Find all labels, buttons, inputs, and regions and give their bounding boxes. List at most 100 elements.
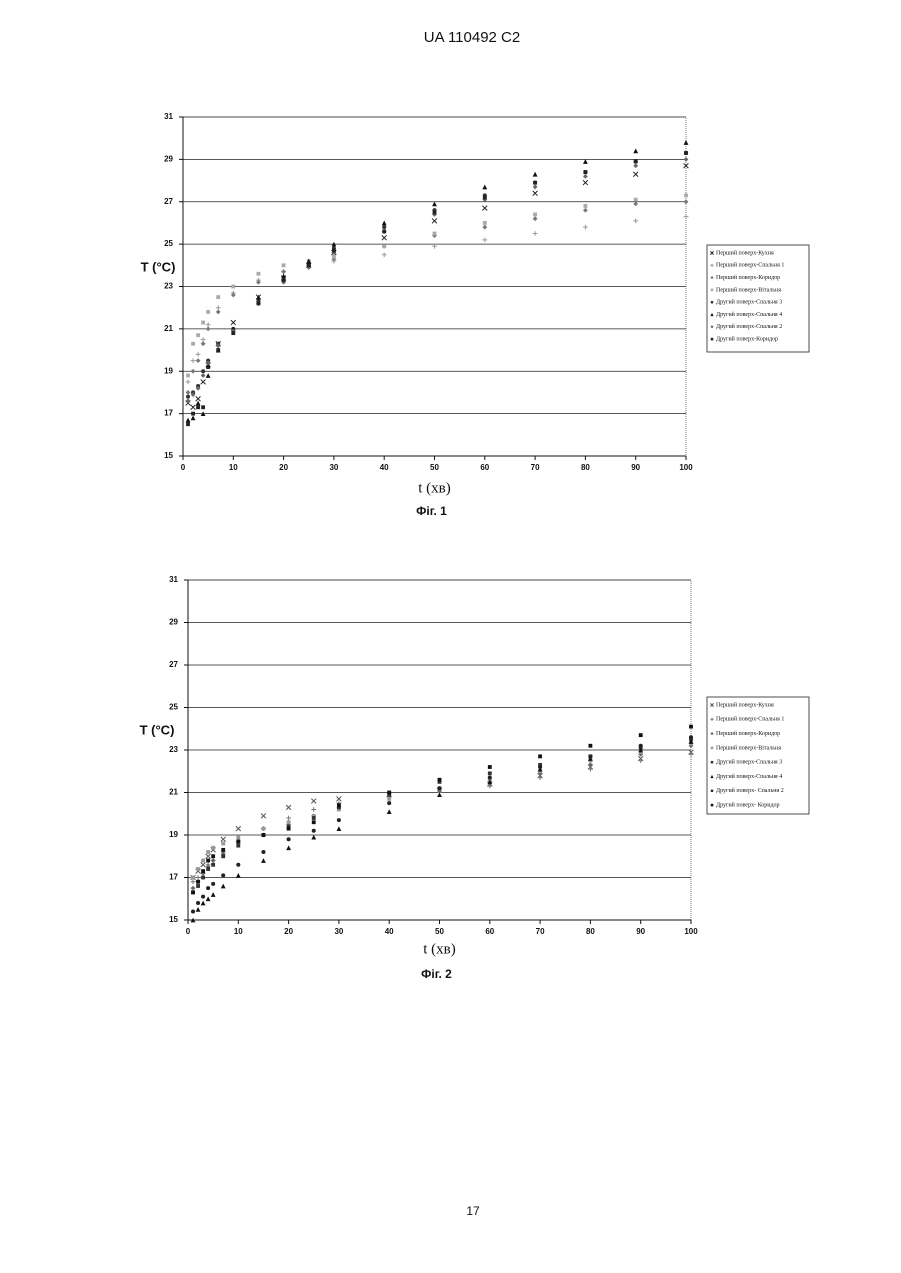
- y-tick-label: 31: [169, 575, 178, 584]
- y-tick-label: 17: [164, 409, 173, 418]
- data-point: [196, 867, 200, 871]
- data-point: [186, 374, 190, 378]
- legend-label: Перший поверх-Вітальня: [716, 286, 781, 293]
- legend-box: [707, 697, 809, 814]
- data-point: [191, 342, 195, 346]
- x-tick-label: 80: [586, 927, 595, 936]
- legend-label: Перший поверх-Коридор: [716, 730, 780, 737]
- data-point: [433, 232, 437, 236]
- data-point: [191, 876, 195, 880]
- data-point: [236, 844, 240, 848]
- x-tick-label: 50: [435, 927, 444, 936]
- y-tick-label: 15: [169, 915, 178, 924]
- x-tick-label: 100: [684, 927, 698, 936]
- data-point: [583, 170, 587, 174]
- data-point: [387, 791, 391, 795]
- y-tick-label: 25: [164, 239, 173, 248]
- data-point: [262, 833, 266, 837]
- y-tick-label: 27: [169, 660, 178, 669]
- legend-label: Перший поверх-Спальня 1: [716, 262, 784, 269]
- legend-marker: [711, 338, 714, 341]
- x-tick-label: 70: [536, 927, 545, 936]
- data-point: [221, 848, 225, 852]
- legend-label: Перший поверх-Вітальня: [716, 744, 781, 751]
- data-point: [437, 786, 441, 790]
- data-point: [287, 820, 291, 824]
- legend-label: Другий поверх- Коридор: [716, 801, 780, 808]
- data-point: [257, 302, 261, 306]
- legend-label: Другий поверх-Спальня 3: [716, 299, 782, 306]
- x-tick-label: 20: [279, 463, 288, 472]
- data-point: [196, 884, 200, 888]
- data-point: [196, 880, 200, 884]
- legend-label: Другий поверх-Спальня 2: [716, 323, 782, 330]
- x-tick-label: 90: [636, 927, 645, 936]
- data-point: [639, 744, 643, 748]
- data-point: [221, 854, 225, 858]
- legend-marker: [711, 289, 714, 292]
- legend-marker: [711, 804, 714, 807]
- page: {"header": "UA 110492 C2", "page_number"…: [0, 0, 901, 1273]
- x-tick-label: 100: [679, 463, 693, 472]
- data-point: [201, 859, 205, 863]
- data-point: [201, 405, 205, 409]
- data-point: [206, 886, 210, 890]
- data-point: [488, 765, 492, 769]
- data-point: [201, 895, 205, 899]
- data-point: [387, 801, 391, 805]
- data-point: [211, 846, 215, 850]
- legend-label: Другий поверх- Спальня 2: [716, 787, 784, 794]
- data-point: [196, 333, 200, 337]
- x-axis-label: t (хв): [423, 941, 456, 957]
- y-tick-label: 21: [169, 788, 178, 797]
- page-number: 17: [466, 1204, 480, 1218]
- data-point: [634, 198, 638, 202]
- x-tick-label: 0: [186, 927, 191, 936]
- x-tick-label: 10: [234, 927, 243, 936]
- y-tick-label: 17: [169, 873, 178, 882]
- data-point: [206, 867, 210, 871]
- data-point: [332, 249, 336, 253]
- data-point: [689, 725, 693, 729]
- data-point: [211, 863, 215, 867]
- y-tick-label: 27: [164, 197, 173, 206]
- data-point: [201, 321, 205, 325]
- x-tick-label: 60: [480, 463, 489, 472]
- data-point: [312, 820, 316, 824]
- x-tick-label: 80: [581, 463, 590, 472]
- data-point: [588, 744, 592, 748]
- data-point: [236, 863, 240, 867]
- y-tick-label: 23: [164, 282, 173, 291]
- x-tick-label: 70: [531, 463, 540, 472]
- legend-marker: [711, 747, 714, 750]
- data-point: [206, 365, 210, 369]
- data-point: [583, 204, 587, 208]
- data-point: [287, 827, 291, 831]
- data-point: [433, 210, 437, 214]
- data-point: [257, 272, 261, 276]
- data-point: [191, 890, 195, 894]
- page-canvas: UA 110492 C2 17 151719212325272931010203…: [0, 0, 901, 1273]
- data-point: [221, 842, 225, 846]
- x-tick-label: 30: [329, 463, 338, 472]
- data-point: [488, 776, 492, 780]
- x-tick-label: 40: [380, 463, 389, 472]
- y-tick-label: 31: [164, 112, 173, 121]
- data-point: [588, 754, 592, 758]
- x-tick-label: 40: [385, 927, 394, 936]
- legend-marker: [711, 761, 714, 764]
- figure-caption: Фіг. 1: [416, 504, 447, 518]
- data-point: [236, 839, 240, 843]
- x-tick-label: 60: [485, 927, 494, 936]
- legend-label: Перший поверх-Спальня 1: [716, 716, 784, 723]
- data-point: [689, 735, 693, 739]
- data-point: [337, 803, 341, 807]
- data-point: [191, 909, 195, 913]
- data-point: [282, 278, 286, 282]
- data-point: [206, 310, 210, 314]
- data-point: [488, 771, 492, 775]
- legend-label: Перший поверх-Кухня: [716, 701, 774, 708]
- data-point: [186, 422, 190, 426]
- legend-label: Другий поверх-Спальня 4: [716, 773, 782, 780]
- data-point: [538, 765, 542, 769]
